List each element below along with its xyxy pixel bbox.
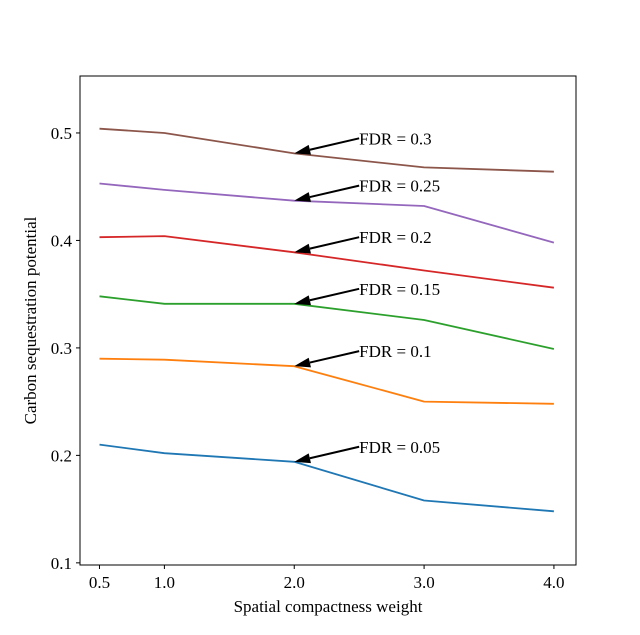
annotation-arrow-shaft: [309, 236, 360, 250]
y-tick-label: 0.1: [51, 554, 72, 573]
series-line-1: [99, 357, 554, 405]
y-tick-label: 0.3: [51, 339, 72, 358]
series-line-5: [99, 127, 554, 173]
x-axis-title: Spatial compactness weight: [234, 597, 423, 616]
x-tick-label: 0.5: [89, 573, 110, 592]
series-line-3: [99, 235, 555, 289]
series-line-2: [99, 295, 555, 350]
x-tick-label: 2.0: [284, 573, 305, 592]
y-tick-label: 0.5: [51, 124, 72, 143]
annotation-arrow-head: [294, 192, 311, 202]
annotation-arrow-head: [294, 144, 311, 155]
annotation-arrow-shaft: [309, 287, 360, 302]
annotation-label-0: FDR = 0.05: [359, 438, 440, 457]
annotation-arrow-head: [294, 295, 311, 306]
x-tick-label: 4.0: [543, 573, 564, 592]
annotation-label-1: FDR = 0.1: [359, 342, 431, 361]
annotation-arrow-head: [294, 243, 311, 254]
annotation-label-5: FDR = 0.3: [359, 129, 431, 148]
y-axis-title: Carbon sequestration potential: [21, 216, 40, 424]
annotation-arrow-shaft: [309, 445, 360, 460]
y-tick-label: 0.2: [51, 446, 72, 465]
annotation-label-2: FDR = 0.15: [359, 280, 440, 299]
y-tick-label: 0.4: [51, 231, 73, 250]
x-tick-label: 3.0: [413, 573, 434, 592]
annotation-arrow-head: [294, 453, 311, 464]
annotation-layer: FDR = 0.05 FDR = 0.1 FDR = 0.15 FDR = 0.2 FD…: [294, 129, 440, 464]
y-axis: 0.1 0.2 0.3 0.4 0.5: [51, 124, 80, 573]
annotation-arrow-head: [294, 357, 311, 368]
annotation-arrow-shaft: [309, 184, 360, 199]
annotation-arrow-shaft: [309, 350, 360, 364]
series-line-0: [99, 443, 554, 513]
annotation-label-3: FDR = 0.2: [359, 228, 431, 247]
series-layer: [99, 127, 555, 513]
x-axis: 0.5 1.0 2.0 3.0 4.0: [89, 565, 565, 592]
annotation-label-4: FDR = 0.25: [359, 177, 440, 196]
x-tick-label: 1.0: [154, 573, 175, 592]
plot-frame: [79, 75, 577, 566]
series-line-4: [99, 182, 555, 244]
annotation-arrow-shaft: [309, 137, 360, 151]
